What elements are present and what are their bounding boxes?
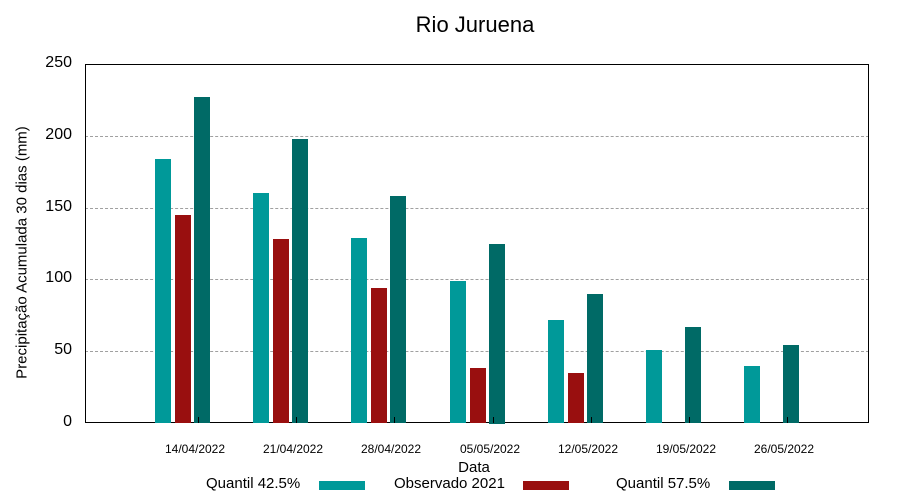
bar: [744, 366, 760, 423]
bar: [175, 215, 191, 423]
x-tick-mark: [591, 417, 592, 423]
bar: [155, 159, 171, 423]
legend-label-q425: Quantil 42.5%: [206, 475, 301, 492]
bar: [646, 350, 662, 423]
legend-label-observado: Observado 2021: [394, 475, 505, 492]
x-tick-mark: [689, 417, 690, 423]
gridline: [85, 136, 869, 137]
legend-swatch-q575: [729, 481, 775, 490]
y-tick-label: 200: [45, 125, 72, 143]
x-tick-label: 28/04/2022: [360, 442, 422, 456]
gridline: [85, 208, 869, 209]
y-tick-label: 0: [63, 413, 72, 430]
bar: [587, 294, 603, 423]
bar: [371, 288, 387, 423]
y-tick-label: 50: [54, 341, 72, 359]
x-tick-label: 14/04/2022: [164, 442, 226, 456]
y-tick-label: 150: [45, 197, 72, 215]
y-tick-label: 100: [45, 269, 72, 287]
bar: [253, 193, 269, 423]
x-tick-label: 19/05/2022: [655, 442, 717, 456]
chart-title: Rio Juruena: [415, 12, 535, 37]
y-axis-label: Precipitação Acumulada 30 dias (mm): [13, 126, 31, 379]
x-tick-mark: [198, 417, 199, 423]
x-axis-label: Data: [458, 459, 490, 476]
bar: [351, 238, 367, 423]
x-tick-mark: [296, 417, 297, 423]
x-tick-label: 21/04/2022: [262, 442, 324, 456]
gridline: [85, 279, 869, 280]
x-tick-mark: [787, 417, 788, 423]
bar: [390, 196, 406, 423]
bar: [194, 97, 210, 423]
bar: [783, 345, 799, 423]
bar: [685, 327, 701, 423]
y-tick-label: 250: [45, 54, 72, 71]
legend-swatch-observado: [523, 481, 569, 490]
legend-label-q575: Quantil 57.5%: [616, 475, 711, 492]
x-tick-mark: [394, 417, 395, 423]
x-tick-label: 12/05/2022: [557, 442, 619, 456]
bar: [292, 139, 308, 423]
bar: [470, 368, 486, 423]
bar: [273, 239, 289, 423]
bar: [450, 281, 466, 423]
x-tick-label: 05/05/2022: [459, 442, 521, 456]
bar: [568, 373, 584, 423]
bar: [489, 244, 505, 424]
legend-swatch-q425: [319, 481, 365, 490]
bar: [548, 320, 564, 423]
x-tick-label: 26/05/2022: [753, 442, 815, 456]
gridline: [85, 351, 869, 352]
x-tick-mark: [493, 417, 494, 423]
